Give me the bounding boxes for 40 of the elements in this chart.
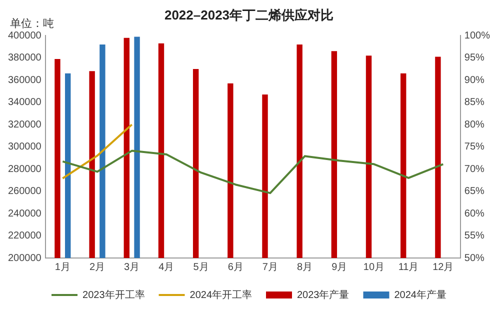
y2-tick-label: 100% xyxy=(464,30,490,42)
x-tick-label: 9月 xyxy=(332,262,348,273)
y-tick-label: 320000 xyxy=(8,119,42,130)
x-tick-label: 5月 xyxy=(193,262,209,273)
y-tick-label: 260000 xyxy=(8,186,42,198)
x-tick-label: 12月 xyxy=(432,262,454,273)
y2-tick-label: 55% xyxy=(464,230,485,242)
y2-tick-label: 95% xyxy=(464,52,485,64)
y-tick-label: 340000 xyxy=(8,97,42,108)
y-tick-label: 240000 xyxy=(8,208,42,220)
y-tick-label: 220000 xyxy=(8,230,42,242)
x-tick-label: 3月 xyxy=(124,262,140,273)
y-tick-label: 300000 xyxy=(8,142,42,153)
x-tick-label: 11月 xyxy=(398,262,419,273)
legend-label: 2024年产量 xyxy=(394,288,446,301)
chart-title: 2022–2023年丁二烯供应对比 xyxy=(164,7,334,22)
y2-tick-label: 90% xyxy=(464,74,485,86)
y2-tick-label: 60% xyxy=(464,208,485,220)
y-tick-label: 360000 xyxy=(8,74,42,86)
legend-label: 2023年产量 xyxy=(297,288,350,301)
y-tick-label: 280000 xyxy=(8,164,42,175)
text: 单位：吨 xyxy=(10,16,54,31)
y2-tick-label: 65% xyxy=(464,186,485,198)
x-tick-label: 1月 xyxy=(54,262,70,273)
legend-label: 2023年开工率 xyxy=(82,288,145,301)
y2-tick-label: 70% xyxy=(464,164,485,175)
x-tick-label: 6月 xyxy=(228,262,244,273)
y2-tick-label: 75% xyxy=(464,142,485,153)
x-tick-label: 7月 xyxy=(262,262,278,273)
y-tick-label: 400000 xyxy=(8,30,42,42)
y2-tick-label: 85% xyxy=(464,97,485,108)
y2-tick-label: 50% xyxy=(464,252,485,264)
x-tick-label: 8月 xyxy=(296,262,313,273)
y-tick-label: 380000 xyxy=(8,52,42,64)
y2-tick-label: 80% xyxy=(464,119,485,130)
x-tick-label: 10月 xyxy=(363,262,385,273)
x-tick-label: 2月 xyxy=(89,262,106,273)
x-tick-label: 4月 xyxy=(158,262,174,273)
legend-label: 2024年开工率 xyxy=(190,288,252,301)
y-tick-label: 200000 xyxy=(8,252,42,264)
